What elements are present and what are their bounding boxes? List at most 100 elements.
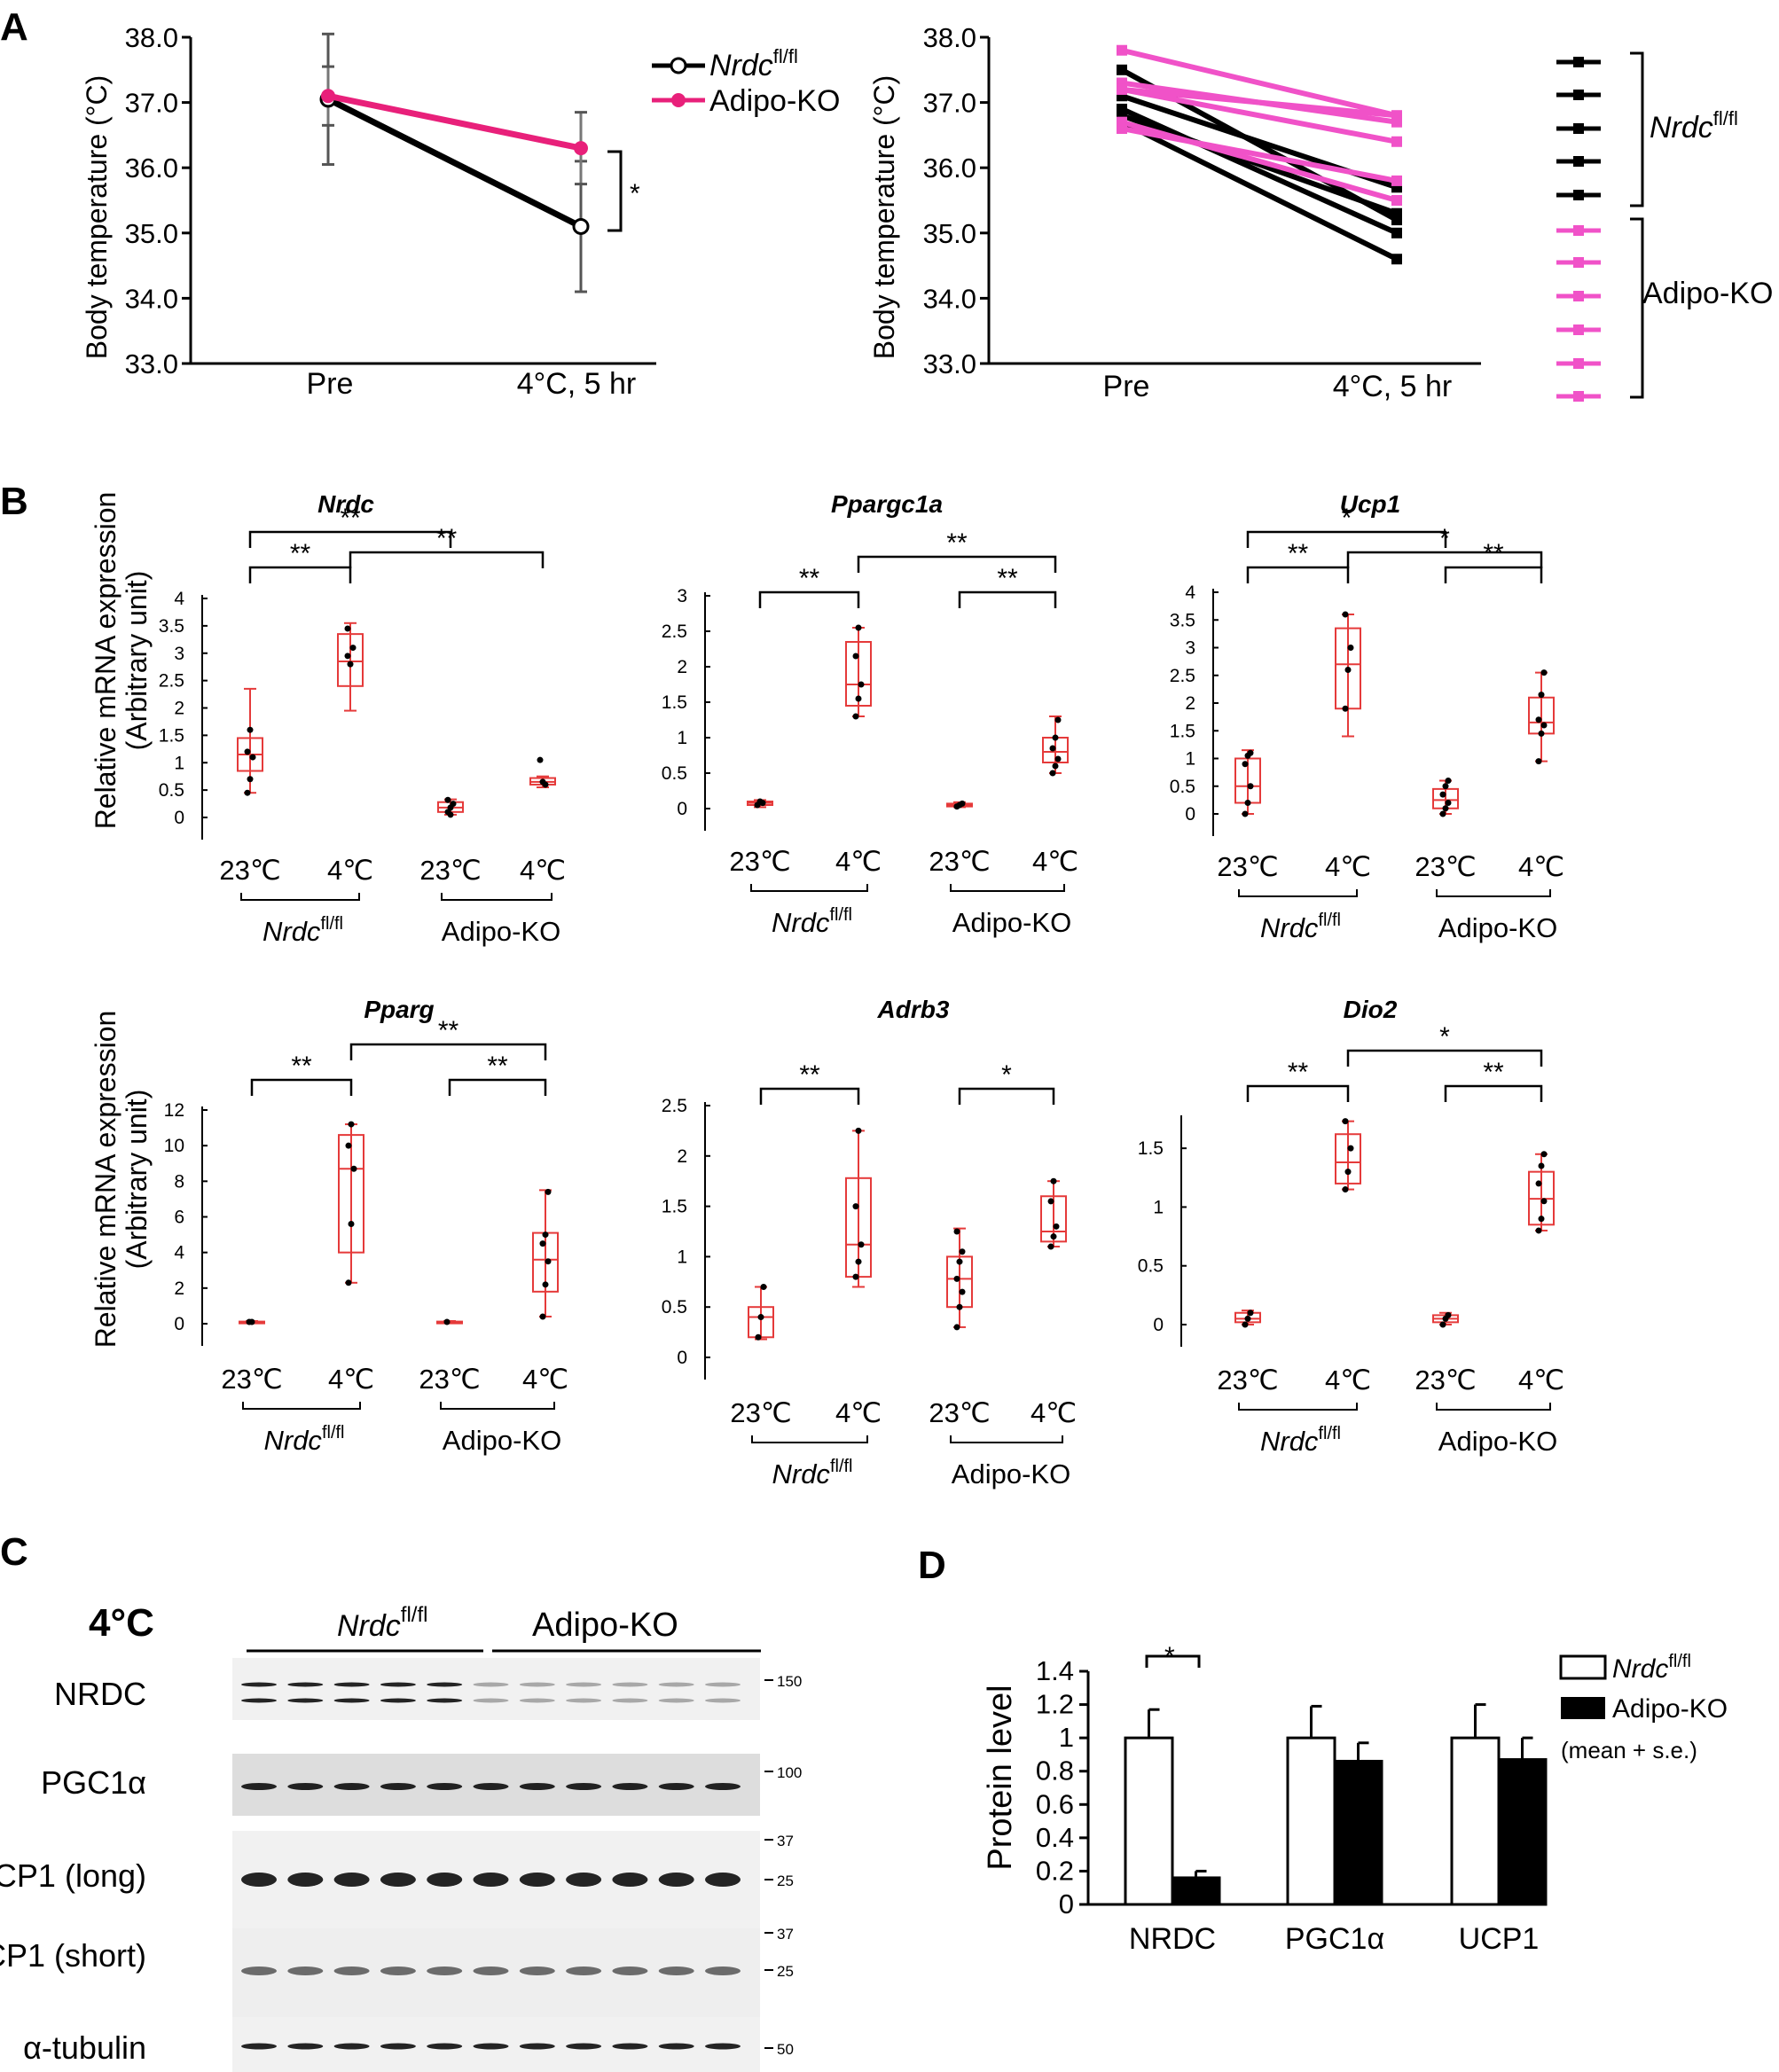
blot-band [333, 1873, 370, 1887]
a1-legend-ctrl-marker [670, 57, 687, 74]
a1-series-line-ko [327, 92, 582, 152]
boxplot-box [845, 641, 872, 707]
boxplot-point [1247, 749, 1254, 756]
blot-marker-label: 37 [777, 1833, 794, 1849]
boxplot-sig-label: ** [340, 504, 361, 533]
a2-series-line-ko [1121, 86, 1398, 145]
boxplot-point [1342, 705, 1349, 712]
boxplot-point [348, 1221, 355, 1228]
boxplot-sig-label: ** [799, 564, 820, 593]
boxplot-sig-bracket [758, 590, 860, 608]
boxplot-point [344, 653, 351, 660]
a2-legend-marker-ko [1573, 358, 1584, 369]
blot-band [612, 1783, 648, 1790]
boxplot-point [1439, 810, 1446, 817]
blot-marker-label: 150 [777, 1673, 802, 1690]
boxplot-sig-label: ** [799, 1060, 820, 1090]
boxplot-y-tick-label: 0.5 [1138, 1256, 1164, 1277]
boxplot-point [1540, 722, 1548, 729]
boxplot-point [1538, 730, 1545, 737]
boxplot-y-tick-label: 0.5 [662, 763, 687, 784]
blot-band [566, 2043, 602, 2050]
boxplot-point [855, 695, 862, 702]
a1-x-tick-cold: 4°C, 5 hr [517, 367, 637, 401]
blot-marker-label: 100 [777, 1764, 802, 1781]
panel-b-boxplots: Relative mRNA expression (Arbitrary unit… [90, 490, 1564, 1489]
d-x-tick-label: PGC1α [1285, 1922, 1384, 1956]
a2-y-tick-label: 38.0 [923, 22, 976, 53]
a2-point-ko [1391, 110, 1402, 121]
a1-legend-ctrl-label: Nrdcfl/fl [709, 45, 798, 82]
boxplot-sig-bracket [958, 1087, 1055, 1105]
boxplot-point [443, 1318, 451, 1325]
boxplot-group-bracket [1238, 1403, 1358, 1411]
a2-point-ko [1391, 195, 1402, 206]
boxplot-point [956, 1258, 963, 1265]
boxplot-point [545, 1188, 552, 1195]
blot-band [658, 1873, 694, 1887]
boxplot-sig-label: ** [290, 539, 311, 568]
blot-band [658, 1698, 694, 1703]
boxplot-category-label: 23℃ [1415, 851, 1476, 882]
boxplot-y-tick-label: 0 [1153, 1315, 1164, 1335]
a2-legend-bracket-ctrl [1630, 51, 1644, 207]
boxplot-point [1050, 1233, 1057, 1240]
d-y-tick-label: 1 [1059, 1722, 1074, 1753]
blot-band [241, 2043, 277, 2050]
a1-legend-ko-marker [671, 93, 686, 107]
boxplot-title-dio2: Dio2 [1344, 996, 1398, 1023]
boxplot-point [1247, 1310, 1254, 1317]
boxplot-sig-bracket [448, 1078, 547, 1096]
boxplot-y-tick-label: 1 [174, 753, 184, 773]
d-legend: Nrdcfl/fl Adipo-KO (mean + s.e.) [1559, 1652, 1728, 1763]
boxplot-point [852, 1273, 859, 1280]
boxplot-sig-bracket [1444, 566, 1543, 583]
boxplot-point [1535, 1180, 1542, 1187]
boxplot-y-tick-label: 4 [174, 1243, 184, 1263]
blot-row-label: α-tubulin [23, 2029, 146, 2066]
blot-row-label: UCP1 (short) [0, 1937, 146, 1974]
boxplot-y-tick-label: 0 [174, 1314, 184, 1334]
a1-sig-bracket [607, 150, 623, 232]
blot-marker-label: 50 [777, 2041, 794, 2058]
a2-series-line-ko [1121, 47, 1398, 119]
d-legend-ctrl-swatch [1559, 1654, 1607, 1680]
blot-band [333, 1966, 370, 1975]
boxplot-y-tick-label: 0 [174, 808, 184, 828]
boxplot-group-bracket [1436, 1403, 1551, 1411]
boxplot-point [1540, 1151, 1548, 1158]
boxplot-group-bracket [242, 1402, 361, 1410]
boxplot-point [1347, 1145, 1354, 1152]
boxplot-point [1535, 716, 1542, 723]
boxplot-category-label: 23℃ [929, 846, 990, 877]
boxplot-group-label-ko: Adipo-KO [1438, 912, 1557, 943]
a2-x-tick-pre: Pre [1103, 370, 1150, 403]
blot-band [658, 1682, 694, 1687]
boxplot-category-label: 23℃ [1217, 851, 1278, 882]
boxplot-point [953, 1275, 960, 1282]
boxplot-point [852, 713, 859, 720]
boxplot-sig-bracket [1444, 1084, 1543, 1102]
d-legend-ko-swatch [1561, 1697, 1605, 1719]
boxplot-y-tick-label: 0 [1185, 804, 1195, 825]
blot-band [705, 1966, 741, 1975]
blot-band [566, 1966, 602, 1975]
boxplot-box [338, 1134, 364, 1254]
chart-d-protein-level: Protein level 00.20.40.60.811.21.4 NRDC P… [982, 1642, 1728, 1956]
panel-label-b: B [0, 480, 28, 523]
boxplot-y-tick-label: 0.5 [1170, 777, 1195, 797]
boxplot-y-tick-label: 1 [677, 728, 687, 748]
boxplot-sig-label: ** [997, 564, 1018, 593]
boxplot-point [1052, 734, 1059, 741]
a2-legend-marker-ctrl [1573, 190, 1584, 200]
boxplot-sig-label: ** [436, 524, 458, 553]
boxplot-y-tick-label: 1.5 [662, 1197, 687, 1217]
boxplot-category-label: 4℃ [1031, 1397, 1077, 1428]
blot-band [566, 1783, 602, 1790]
boxplot-nrdc: Nrdc 0 0.5 1 1.5 2 2.5 3 3.5 4 23℃ 4℃ 23℃ 4℃ Nrdcfl/fl… [159, 490, 566, 947]
blot-band [612, 1873, 648, 1887]
boxplot-point [248, 1318, 255, 1325]
a2-point-ko [1117, 83, 1127, 95]
boxplot-point [953, 1228, 960, 1235]
boxplot-point [542, 781, 549, 788]
